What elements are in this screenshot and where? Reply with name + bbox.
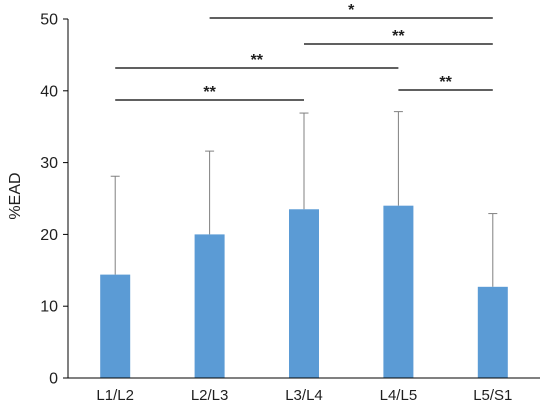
x-tick-label: L1/L2	[96, 387, 134, 404]
significance-label: **	[251, 52, 264, 69]
y-tick-label: 0	[49, 371, 58, 388]
bar	[100, 274, 131, 378]
x-tick-label: L2/L3	[191, 387, 229, 404]
y-tick-label: 50	[40, 12, 58, 29]
significance-label: **	[203, 84, 216, 101]
x-tick-label: L5/S1	[473, 387, 512, 404]
bars	[100, 205, 508, 378]
x-tick-label: L4/L5	[380, 387, 418, 404]
bar	[477, 286, 508, 378]
y-axis-title: %EAD	[7, 172, 24, 219]
y-tick-label: 20	[40, 227, 58, 244]
y-tick-label: 40	[40, 83, 58, 100]
significance-brackets: *********	[115, 2, 493, 101]
y-tick-label: 30	[40, 155, 58, 172]
significance-label: *	[348, 2, 355, 19]
significance-label: **	[392, 28, 405, 45]
x-tick-label: L3/L4	[285, 387, 323, 404]
bar	[289, 209, 319, 378]
error-bars	[110, 111, 498, 287]
bar	[194, 234, 225, 378]
x-axis: L1/L2 L2/L3 L3/L4 L4/L5 L5/S1	[68, 377, 540, 404]
y-tick-label: 10	[40, 299, 58, 316]
significance-label: **	[439, 74, 452, 91]
bar	[383, 205, 414, 378]
y-axis: 0 10 20 30 40 50	[40, 12, 69, 388]
